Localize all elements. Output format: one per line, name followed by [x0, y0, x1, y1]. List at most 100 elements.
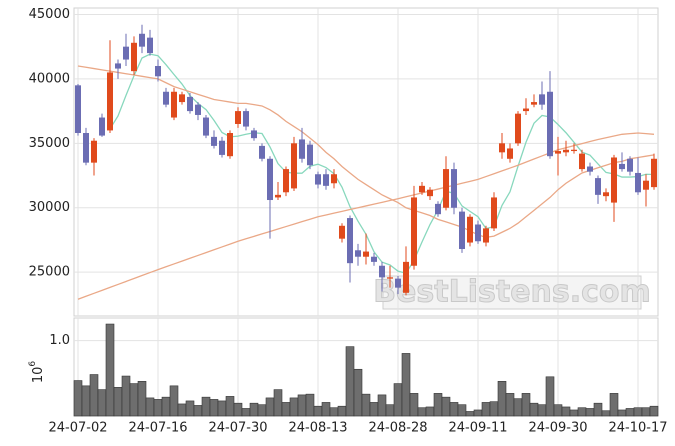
- x-tick-label: 24-07-30: [208, 421, 267, 436]
- candle-body: [243, 111, 249, 127]
- candle-body: [323, 174, 329, 186]
- scale-exponent: 6: [28, 361, 38, 367]
- candle-body: [395, 278, 401, 288]
- x-tick-label: 24-09-11: [448, 421, 507, 436]
- candle-body: [163, 91, 169, 105]
- candle-body: [139, 33, 145, 47]
- volume-bar: [209, 399, 219, 417]
- volume-bar: [401, 353, 411, 417]
- volume-bar: [105, 323, 115, 417]
- candle-body: [547, 91, 553, 157]
- volume-bar: [393, 383, 403, 417]
- volume-bar: [617, 409, 627, 417]
- volume-bar: [641, 407, 651, 417]
- volume-bar: [425, 406, 435, 417]
- volume-bar: [193, 405, 203, 417]
- watermark: BestListens.com: [373, 275, 651, 310]
- x-tick-label: 24-07-02: [48, 421, 107, 436]
- candle-body: [451, 169, 457, 208]
- candle-body: [267, 158, 273, 201]
- volume-bar: [313, 405, 323, 417]
- candle-body: [227, 133, 233, 157]
- candle-body: [379, 265, 385, 278]
- volume-bar: [161, 396, 171, 417]
- volume-bar: [529, 402, 539, 417]
- candle-body: [347, 218, 353, 264]
- volume-bar: [121, 375, 131, 417]
- volume-bar: [545, 376, 555, 417]
- y-tick-label: 25000: [29, 265, 70, 280]
- volume-bar: [553, 404, 563, 417]
- x-tick-label: 24-07-16: [128, 421, 187, 436]
- volume-bar: [297, 394, 307, 417]
- candle-body: [515, 113, 521, 144]
- volume-bar: [561, 406, 571, 417]
- candle-body: [203, 117, 209, 136]
- candle-body: [363, 251, 369, 257]
- volume-bar: [385, 404, 395, 417]
- candle-body: [115, 63, 121, 69]
- candle-body: [651, 158, 657, 188]
- candle-body: [483, 228, 489, 243]
- candle-body: [611, 157, 617, 203]
- volume-bar: [609, 393, 619, 417]
- volume-bar: [201, 396, 211, 417]
- candle-body: [315, 174, 321, 185]
- candle-body: [635, 172, 641, 193]
- candle-body: [331, 174, 337, 184]
- volume-bar: [457, 404, 467, 417]
- volume-bar: [369, 402, 379, 417]
- volume-bar: [329, 407, 339, 417]
- candle-body: [275, 194, 281, 198]
- x-tick-label: 24-08-13: [288, 421, 347, 436]
- price-panel-frame: [73, 7, 659, 317]
- volume-bar: [233, 402, 243, 417]
- candle-body: [179, 94, 185, 103]
- moving-average-line: [77, 65, 655, 239]
- candle-body: [443, 169, 449, 208]
- candle-body: [435, 203, 441, 215]
- candle-body: [427, 189, 433, 197]
- candle-body: [523, 108, 529, 112]
- scale-base: 10: [31, 367, 46, 384]
- volume-bar: [625, 408, 635, 417]
- volume-bar: [257, 404, 267, 417]
- volume-bar: [409, 393, 419, 417]
- volume-bar: [177, 403, 187, 417]
- volume-bar: [569, 409, 579, 417]
- candle-body: [555, 151, 561, 154]
- candle-body: [131, 42, 137, 72]
- volume-bar: [273, 389, 283, 417]
- candle-body: [467, 216, 473, 243]
- volume-bar: [361, 393, 371, 417]
- candle-body: [475, 224, 481, 242]
- volume-bar: [537, 404, 547, 417]
- candle-body: [211, 136, 217, 146]
- candle-body: [171, 91, 177, 118]
- candle-body: [507, 148, 513, 159]
- volume-bar: [137, 381, 147, 417]
- volume-bar: [81, 385, 91, 417]
- x-tick-label: 24-10-17: [608, 421, 667, 436]
- volume-bar: [225, 396, 235, 417]
- volume-bar: [585, 408, 595, 417]
- volume-bar: [321, 402, 331, 417]
- candle-body: [419, 185, 425, 193]
- candle-body: [595, 178, 601, 195]
- volume-bar: [113, 387, 123, 417]
- volume-bar: [217, 400, 227, 417]
- volume-bar: [497, 381, 507, 417]
- candle-body: [195, 104, 201, 115]
- volume-bar: [433, 393, 443, 417]
- candle-body: [299, 139, 305, 159]
- volume-bar: [521, 393, 531, 417]
- candle-body: [459, 211, 465, 249]
- volume-bar: [417, 407, 427, 417]
- x-tick-label: 24-09-30: [528, 421, 587, 436]
- candle-body: [403, 261, 409, 293]
- volume-bar: [73, 380, 83, 417]
- volume-bar: [289, 397, 299, 417]
- volume-bar: [513, 398, 523, 417]
- candle-body: [187, 96, 193, 112]
- volume-bar: [281, 402, 291, 417]
